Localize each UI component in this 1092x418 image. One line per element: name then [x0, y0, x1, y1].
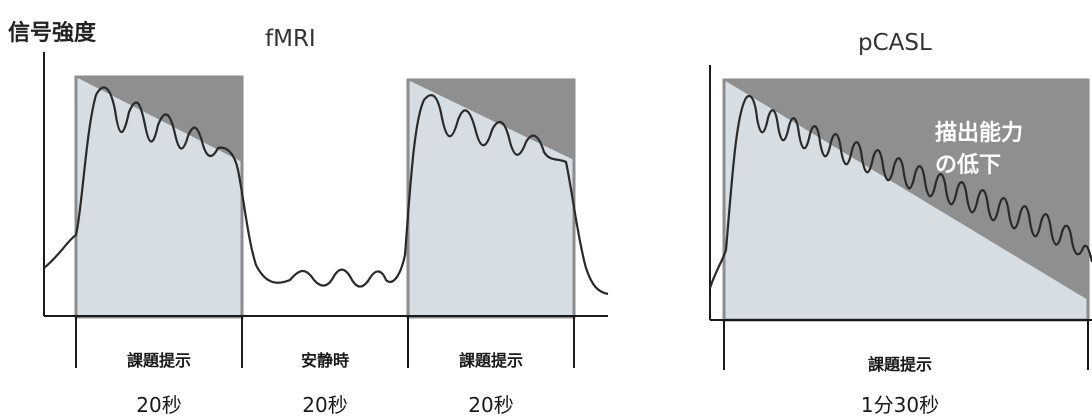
decline-annotation-line2: の低下 — [935, 153, 1001, 178]
pcasl-period-label: 課題提示 — [868, 355, 932, 374]
pcasl-duration: 1分30秒 — [861, 393, 939, 417]
fmri-title: fMRI — [265, 26, 316, 52]
fmri-panel: 信号強度 fMRI 課題提示 安静時 課題提示 20秒 20秒 20秒 — [8, 20, 609, 417]
fmri-decline-wedge-2 — [408, 80, 574, 160]
fmri-decline-wedge-1 — [76, 77, 242, 162]
fmri-signal-curve — [43, 86, 609, 296]
fmri-duration-1: 20秒 — [136, 393, 181, 417]
fmri-duration-2: 20秒 — [302, 393, 347, 417]
y-axis-label: 信号強度 — [8, 20, 97, 46]
fmri-duration-3: 20秒 — [468, 393, 513, 417]
fmri-period-label-2: 安静時 — [301, 351, 349, 370]
pcasl-decline-wedge — [724, 80, 1088, 300]
pcasl-panel: pCASL 描出能力 の低下 課題提示 1分30秒 — [708, 30, 1092, 417]
fmri-period-label-1: 課題提示 — [127, 351, 191, 370]
pcasl-signal-curve — [708, 94, 1092, 289]
pcasl-title: pCASL — [858, 30, 932, 56]
fmri-period-label-3: 課題提示 — [459, 351, 523, 370]
decline-annotation-line1: 描出能力 — [935, 120, 1023, 146]
